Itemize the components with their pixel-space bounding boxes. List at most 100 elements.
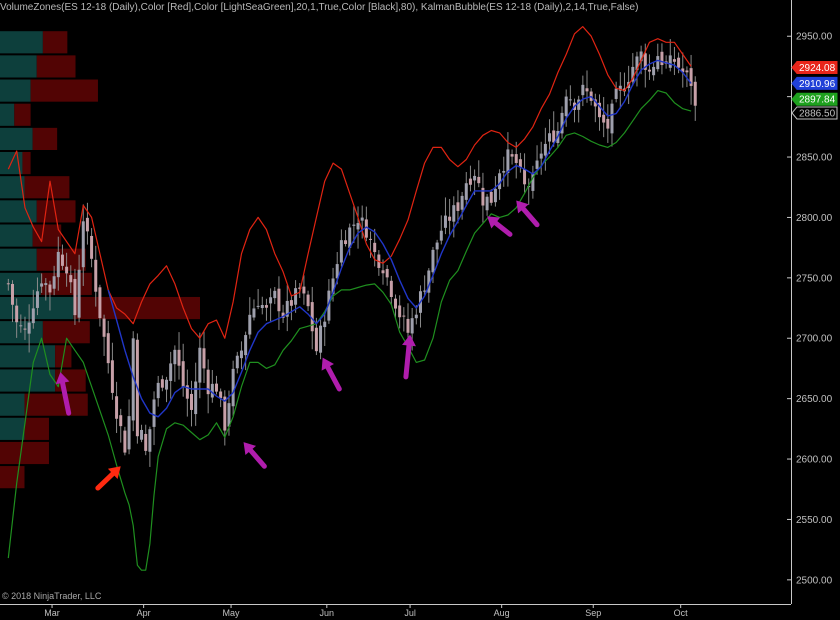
volume-zone-bull-bar [0, 272, 41, 295]
candle-body [398, 305, 402, 318]
candle-body [294, 288, 298, 305]
candle-body [144, 433, 148, 451]
price-marker-box [791, 76, 838, 90]
price-marker-3: 2897.84 [791, 92, 838, 106]
price-marker-label: 2897.84 [799, 95, 836, 106]
candle-body [660, 51, 664, 66]
candle-body [585, 88, 589, 92]
candle-body [360, 217, 364, 221]
candle-body [56, 251, 60, 278]
candle-body [443, 215, 447, 228]
candle-body [102, 318, 106, 337]
arrow-head [516, 200, 529, 214]
candle-body [506, 149, 510, 173]
candle-body [302, 286, 306, 294]
candle-body [543, 143, 547, 156]
candle-body [652, 66, 656, 76]
x-tick-label: May [223, 608, 241, 618]
volume-zone-bull-bar [0, 224, 33, 247]
candle-body [539, 153, 543, 159]
candle-body [647, 69, 651, 72]
candle-body [106, 333, 110, 364]
candle-body [431, 249, 435, 273]
candle-body [194, 381, 198, 415]
candle-body [127, 416, 131, 450]
candle-body [239, 350, 243, 359]
candle-body [44, 283, 48, 286]
volume-zone-bull-bar [0, 248, 37, 271]
arrow-shaft [95, 471, 116, 491]
candle-body [98, 287, 102, 319]
volume-zone-bear-bar [32, 224, 62, 247]
candle-body [439, 230, 443, 241]
candle-body [123, 430, 127, 453]
candle-body [23, 328, 27, 330]
candle-body [119, 415, 123, 427]
candle-body [252, 308, 256, 318]
candle-body [548, 133, 552, 142]
candle-body [48, 284, 52, 293]
candle-body [448, 216, 452, 221]
volume-zone-bear-bar [14, 103, 31, 126]
candle-body [468, 178, 472, 185]
candle-body [406, 318, 410, 333]
candle-body [248, 314, 252, 335]
candle-body [227, 403, 231, 427]
volume-zone-bull-bar [0, 176, 25, 199]
volume-zone-bull-bar [0, 79, 31, 102]
candle-body [344, 240, 348, 245]
candle-body [502, 171, 506, 173]
volume-zone-bull-bar [0, 345, 56, 368]
candle-body [90, 235, 94, 259]
candle-body [285, 300, 289, 317]
candle-body [94, 259, 98, 292]
arrow-head [487, 216, 501, 229]
candle-body [235, 355, 239, 369]
candle-body [306, 294, 310, 307]
candles [6, 39, 697, 467]
magenta-arrow-4 [321, 357, 342, 392]
candle-body [473, 175, 477, 181]
arrow-shaft [403, 343, 412, 380]
candle-body [281, 312, 285, 318]
candle-body [352, 224, 356, 226]
candle-body [77, 269, 81, 318]
candle-body [385, 268, 389, 278]
candle-body [198, 347, 202, 383]
volume-zone-bull-bar [0, 393, 25, 416]
magenta-arrow-6 [487, 216, 513, 237]
x-tick-label: Oct [674, 608, 689, 618]
candle-body [510, 154, 514, 157]
y-tick-label: 2600.00 [796, 455, 833, 466]
candle-body [69, 275, 73, 283]
x-tick-label: Aug [494, 608, 510, 618]
arrow-shaft [60, 380, 72, 416]
arrow-head [107, 466, 121, 479]
candle-body [31, 308, 35, 324]
volume-zone-bear-bar [30, 79, 98, 102]
price-marker-box [791, 106, 838, 120]
copyright-text: © 2018 NinjaTrader, LLC [2, 591, 102, 601]
candle-body [460, 195, 464, 210]
candle-body [639, 51, 643, 62]
candle-body [173, 349, 177, 365]
candle-body [190, 393, 194, 410]
candle-body [402, 315, 406, 317]
candle-body [348, 227, 352, 248]
arrow-head [402, 334, 416, 347]
candle-body [606, 118, 610, 129]
candle-body [260, 305, 264, 309]
y-tick-label: 2950.00 [796, 32, 833, 43]
candle-body [693, 81, 697, 106]
x-tick-label: Jul [404, 608, 416, 618]
candle-body [81, 221, 85, 268]
candle-body [493, 188, 497, 203]
candle-body [10, 283, 14, 305]
candle-body [689, 68, 693, 86]
candle-body [27, 322, 31, 334]
volume-zone-bull-bar [0, 55, 37, 78]
x-tick-label: Sep [585, 608, 601, 618]
candle-body [668, 55, 672, 68]
candle-body [40, 283, 44, 287]
